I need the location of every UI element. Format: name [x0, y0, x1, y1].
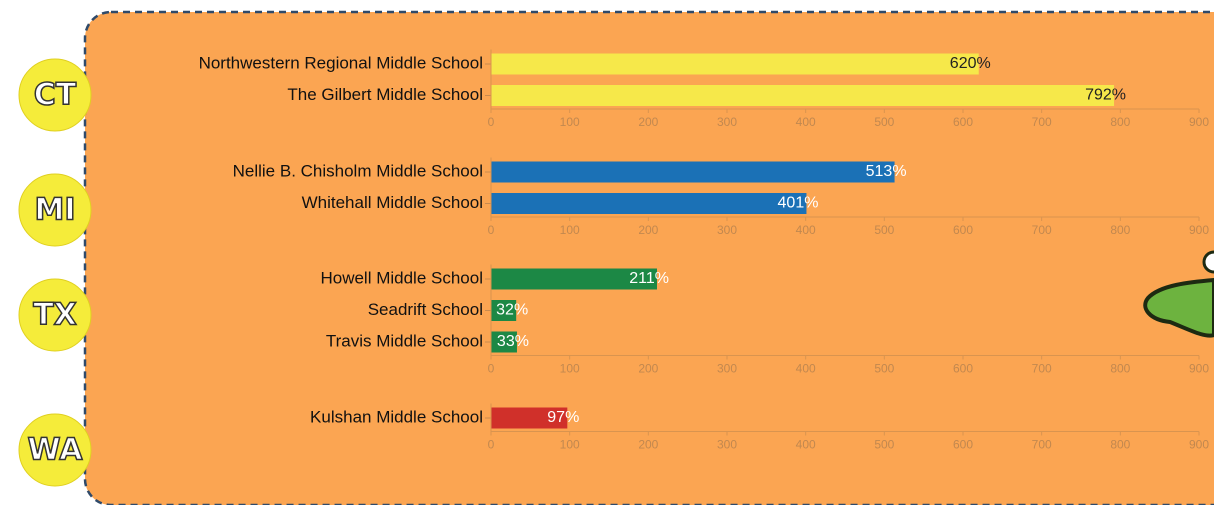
category-label: Northwestern Regional Middle School [199, 53, 483, 72]
bar [491, 54, 979, 75]
bar [491, 162, 895, 183]
category-label: Kulshan Middle School [310, 407, 483, 426]
x-tick-label: 300 [717, 115, 737, 129]
x-tick-label: 0 [488, 438, 495, 452]
x-tick-label: 700 [1032, 223, 1052, 237]
x-tick-label: 900 [1189, 438, 1209, 452]
x-tick-label: 100 [560, 115, 580, 129]
value-label: 513% [866, 163, 907, 180]
x-tick-label: 800 [1110, 438, 1130, 452]
bar [491, 85, 1114, 106]
x-tick-label: 0 [488, 115, 495, 129]
x-tick-label: 300 [717, 438, 737, 452]
category-label: The Gilbert Middle School [287, 85, 483, 104]
x-tick-label: 100 [560, 362, 580, 376]
state-label: MI [34, 193, 75, 228]
x-tick-label: 200 [638, 438, 658, 452]
value-label: 792% [1085, 87, 1126, 104]
category-label: Whitehall Middle School [302, 193, 483, 212]
x-tick-label: 500 [874, 223, 894, 237]
x-tick-label: 200 [638, 362, 658, 376]
category-label: Seadrift School [368, 300, 483, 319]
x-tick-label: 500 [874, 362, 894, 376]
category-label: Nellie B. Chisholm Middle School [233, 161, 483, 180]
x-tick-label: 0 [488, 223, 495, 237]
x-tick-label: 600 [953, 115, 973, 129]
x-tick-label: 400 [796, 115, 816, 129]
x-tick-label: 400 [796, 362, 816, 376]
category-label: Travis Middle School [326, 331, 483, 350]
value-label: 620% [950, 55, 991, 72]
state-label: CT [34, 78, 77, 113]
x-tick-label: 700 [1032, 438, 1052, 452]
x-tick-label: 200 [638, 223, 658, 237]
bar [491, 193, 806, 214]
x-tick-label: 800 [1110, 115, 1130, 129]
x-tick-label: 700 [1032, 362, 1052, 376]
x-tick-label: 400 [796, 223, 816, 237]
category-label: Howell Middle School [320, 268, 483, 287]
x-tick-label: 600 [953, 362, 973, 376]
x-tick-label: 800 [1110, 362, 1130, 376]
x-tick-label: 100 [560, 223, 580, 237]
value-label: 97% [547, 409, 579, 426]
x-tick-label: 100 [560, 438, 580, 452]
x-tick-label: 0 [488, 362, 495, 376]
x-tick-label: 700 [1032, 115, 1052, 129]
x-tick-label: 900 [1189, 362, 1209, 376]
x-tick-label: 600 [953, 438, 973, 452]
value-label: 211% [629, 270, 669, 287]
x-tick-label: 200 [638, 115, 658, 129]
value-label: 33% [497, 333, 529, 350]
x-tick-label: 500 [874, 115, 894, 129]
page: CT Northwestern Regional Middle School 620… [0, 0, 1214, 505]
x-tick-label: 600 [953, 223, 973, 237]
value-label: 32% [496, 302, 528, 319]
x-tick-label: 900 [1189, 115, 1209, 129]
x-tick-label: 500 [874, 438, 894, 452]
x-tick-label: 300 [717, 223, 737, 237]
state-label: WA [28, 433, 84, 468]
state-label: TX [33, 298, 77, 333]
x-tick-label: 400 [796, 438, 816, 452]
x-tick-label: 800 [1110, 223, 1130, 237]
x-tick-label: 900 [1189, 223, 1209, 237]
x-tick-label: 300 [717, 362, 737, 376]
value-label: 401% [778, 195, 819, 212]
